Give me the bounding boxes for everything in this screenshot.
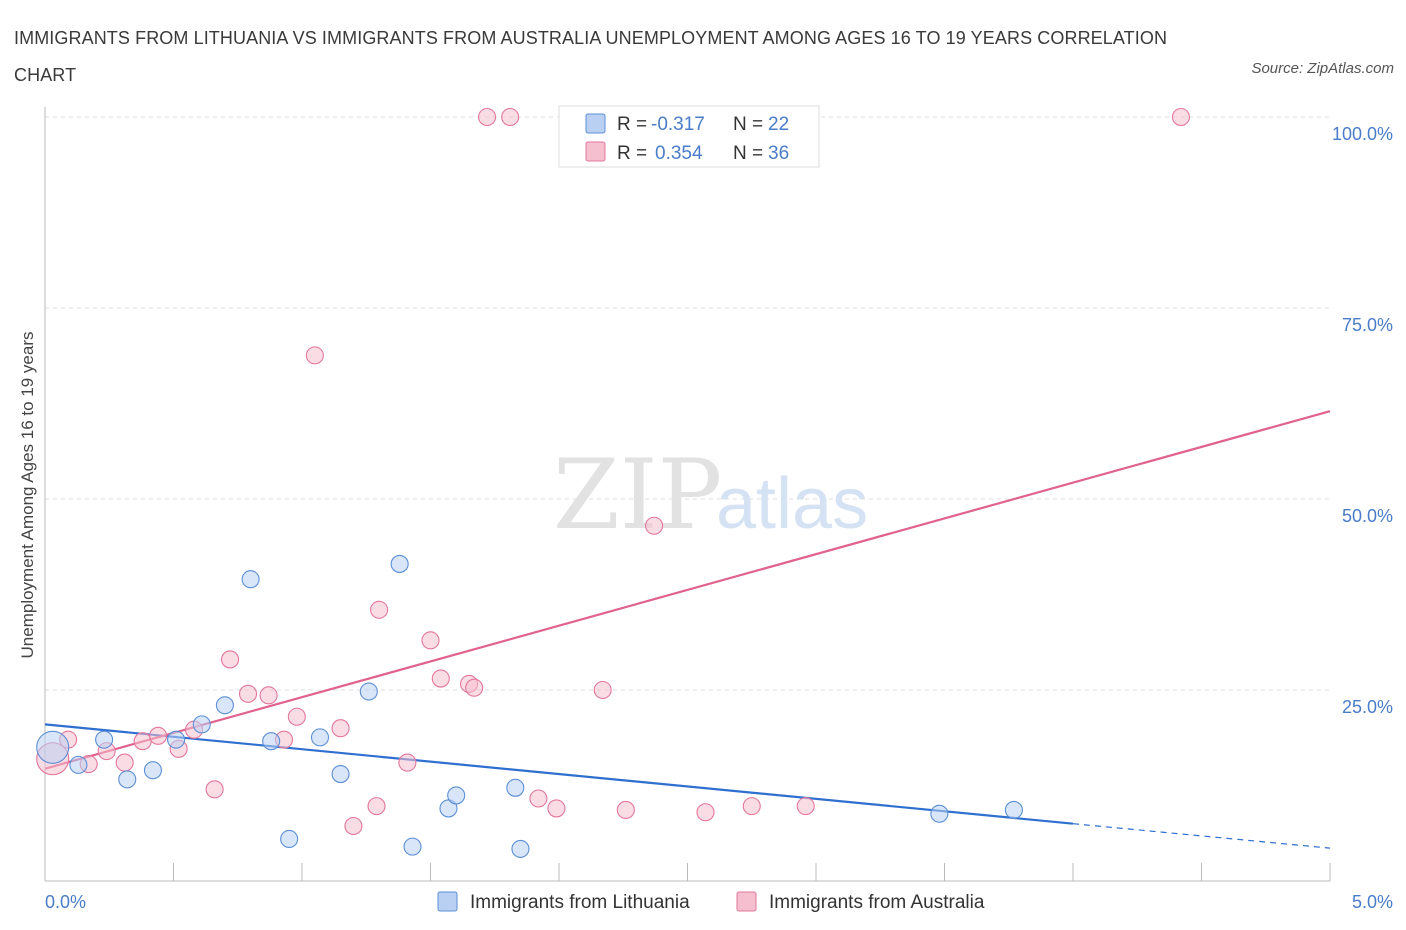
point-australia-9: [205, 780, 224, 799]
point-lithuania-3: [118, 770, 137, 789]
watermark: ZIP atlas: [553, 439, 868, 551]
point-australia-27: [529, 789, 548, 808]
point-lithuania-9: [262, 732, 281, 751]
axes: [44, 107, 1331, 882]
y-tick-label-3: 25.0%: [1342, 697, 1393, 717]
point-lithuania-12: [331, 764, 350, 784]
point-australia-29: [593, 680, 612, 700]
point-lithuania-19: [511, 839, 530, 858]
point-australia-30: [616, 800, 635, 819]
point-lithuania-15: [403, 837, 422, 856]
y-tick-label-0: 100.0%: [1332, 124, 1393, 144]
legend-r-value-1: -0.317: [651, 114, 705, 135]
point-lithuania-13: [359, 682, 378, 701]
source-label: Source: ZipAtlas.com: [1251, 60, 1394, 77]
point-australia-32: [696, 803, 715, 822]
chart-title: IMMIGRANTS FROM LITHUANIA VS IMMIGRANTS …: [14, 28, 1168, 85]
legend-bottom-swatch-lithuania: [437, 891, 458, 912]
legend-bottom-label-lithuania: Immigrants from Lithuania: [470, 892, 690, 913]
legend-n-value-2: 36: [768, 143, 789, 164]
legend-n-value-1: 22: [768, 114, 789, 135]
point-australia-6: [149, 726, 168, 745]
legend-r-label-1: R =: [617, 114, 647, 135]
point-australia-21: [421, 631, 440, 650]
legend-series: Immigrants from Lithuania Immigrants fro…: [437, 891, 985, 913]
point-australia-12: [259, 686, 278, 705]
trend-line-lithuania: [44, 723, 1074, 825]
point-lithuania-7: [215, 696, 234, 715]
point-lithuania-6: [192, 715, 211, 734]
legend-stats: R = -0.317 N = 22 R = 0.354 N = 36: [558, 105, 820, 168]
legend-bottom-swatch-australia: [736, 891, 757, 912]
legend-swatch-australia: [585, 141, 606, 162]
legend-n-label-1: N =: [733, 114, 763, 135]
point-lithuania-20: [930, 804, 949, 823]
point-lithuania-5: [167, 730, 186, 749]
legend-n-label-2: N =: [733, 143, 763, 164]
point-australia-17: [344, 816, 363, 836]
legend-bottom-label-australia: Immigrants from Australia: [769, 892, 985, 913]
point-australia-31: [645, 516, 664, 535]
point-australia-15: [305, 346, 324, 365]
point-lithuania-14: [390, 554, 409, 573]
x-tick-label-1: 5.0%: [1352, 892, 1393, 912]
point-australia-14: [287, 707, 306, 726]
gridlines: [45, 116, 1330, 691]
point-australia-11: [238, 684, 258, 703]
point-lithuania-10: [280, 829, 299, 849]
point-lithuania-1: [69, 755, 88, 774]
point-australia-22: [431, 669, 450, 688]
point-australia-20: [398, 753, 417, 772]
point-australia-28: [547, 799, 566, 818]
trend-line-lithuania-dashed: [1072, 823, 1331, 849]
data-points: [36, 107, 1190, 858]
point-australia-25: [477, 107, 497, 127]
y-tick-label-2: 50.0%: [1342, 506, 1393, 526]
point-australia-24: [465, 678, 484, 697]
point-australia-33: [742, 797, 761, 816]
point-australia-16: [331, 719, 350, 738]
y-tick-label-1: 75.0%: [1342, 315, 1393, 335]
x-tick-label-0: 0.0%: [45, 892, 86, 912]
point-australia-26: [501, 107, 520, 127]
legend-r-label-2: R =: [617, 143, 647, 164]
point-australia-10: [220, 650, 240, 669]
point-australia-5: [133, 732, 152, 751]
y-axis-label: Unemployment Among Ages 16 to 19 years: [18, 332, 37, 659]
point-lithuania-18: [506, 778, 525, 797]
point-australia-34: [796, 797, 815, 816]
point-lithuania-21: [1004, 800, 1023, 819]
trend-line-australia: [44, 410, 1331, 770]
trend-lines: [44, 410, 1331, 849]
point-australia-18: [370, 600, 389, 619]
point-lithuania-2: [95, 730, 114, 749]
point-australia-35: [1171, 107, 1190, 127]
watermark-atlas: atlas: [716, 464, 868, 544]
point-lithuania-17: [447, 786, 466, 805]
legend-r-value-2: 0.354: [655, 143, 703, 164]
point-lithuania-11: [310, 728, 330, 747]
point-lithuania-4: [143, 761, 162, 780]
watermark-zip: ZIP: [553, 439, 722, 551]
point-australia-4: [115, 753, 134, 772]
point-australia-19: [367, 797, 386, 816]
tick-labels: 100.0% 75.0% 50.0% 25.0% 0.0% 5.0%: [45, 124, 1393, 912]
point-lithuania-8: [241, 570, 260, 589]
legend-swatch-lithuania: [585, 113, 606, 134]
point-lithuania-0: [36, 730, 70, 764]
